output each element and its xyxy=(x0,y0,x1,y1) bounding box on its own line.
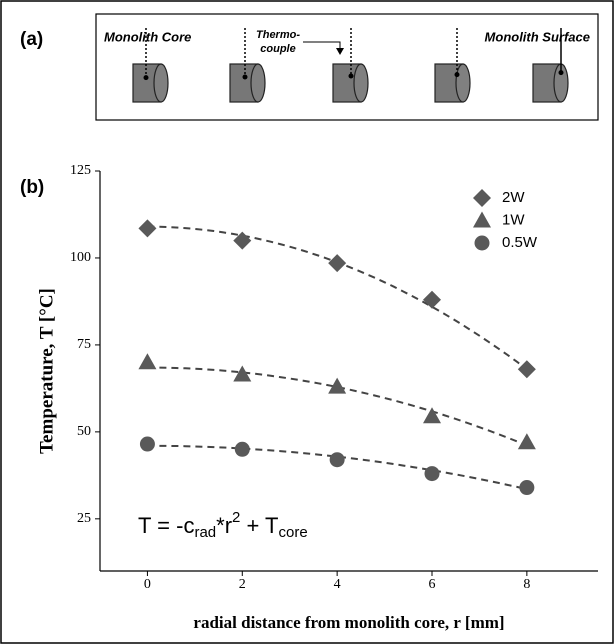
x-tick-label: 2 xyxy=(239,577,246,592)
cylinders xyxy=(132,28,569,103)
marker-circle xyxy=(424,466,440,482)
marker-diamond xyxy=(473,189,491,207)
y-tick-label: 100 xyxy=(70,250,91,265)
marker-circle xyxy=(474,235,490,251)
x-axis-label: radial distance from monolith core, r [m… xyxy=(193,613,504,632)
marker-diamond xyxy=(233,231,252,250)
marker-triangle xyxy=(473,211,491,228)
y-tick-label: 75 xyxy=(77,337,91,352)
equation-part: rad xyxy=(194,524,216,541)
arrow xyxy=(303,41,341,52)
thermocouple-tip xyxy=(143,75,149,81)
diagram-label: Thermo- xyxy=(256,29,300,41)
marker-triangle xyxy=(138,353,157,370)
x-tick-label: 0 xyxy=(144,577,151,592)
equation-part: *r xyxy=(216,513,232,538)
equation-part: 2 xyxy=(232,509,240,526)
marker-diamond xyxy=(138,219,157,238)
equation-part: core xyxy=(279,524,308,541)
marker-circle xyxy=(519,480,535,496)
thermocouple-tip xyxy=(454,72,460,78)
thermocouple-tip xyxy=(558,70,564,76)
y-tick-label: 125 xyxy=(70,163,91,178)
marker-diamond xyxy=(328,254,347,273)
x-tick-label: 4 xyxy=(334,577,341,592)
marker-circle xyxy=(234,441,250,457)
marker-diamond xyxy=(517,360,536,379)
equation: T = -crad*r2 + Tcore xyxy=(138,509,308,541)
diagram-label: Monolith Core xyxy=(104,29,191,44)
y-tick-label: 50 xyxy=(77,424,91,439)
x-tick-label: 6 xyxy=(429,577,436,592)
x-tick-label: 8 xyxy=(523,577,530,592)
equation-part: + T xyxy=(240,513,278,538)
equation-part: T = -c xyxy=(138,513,194,538)
cylinder-face xyxy=(250,63,266,103)
arrowhead xyxy=(336,48,344,55)
marker-triangle xyxy=(517,433,536,450)
fit-curve xyxy=(147,225,528,370)
thermocouple-tip xyxy=(242,74,248,80)
marker-circle xyxy=(329,452,345,468)
cylinder-face xyxy=(455,63,471,103)
legend-label: 2W xyxy=(502,189,525,206)
panel-label: (a) xyxy=(20,29,43,50)
marker-triangle xyxy=(233,365,252,382)
thermocouple-tip xyxy=(348,73,354,79)
marker-triangle xyxy=(328,377,347,394)
diagram-label: Monolith Surface xyxy=(485,29,590,44)
marker-circle xyxy=(139,436,155,452)
fit-curve xyxy=(147,444,528,491)
panel-label: (b) xyxy=(20,177,44,198)
fit-curve xyxy=(147,366,528,447)
diagram-box xyxy=(95,13,599,121)
y-axis-label: Temperature, T [°C] xyxy=(36,288,57,454)
legend-label: 1W xyxy=(502,211,525,228)
y-tick-label: 25 xyxy=(77,511,91,526)
cylinder-face xyxy=(353,63,369,103)
legend-label: 0.5W xyxy=(502,234,538,251)
diagram-label: couple xyxy=(260,43,295,55)
diagram: Monolith Core Monolith Surface Thermo- c… xyxy=(95,13,599,121)
cylinder-face xyxy=(153,63,169,103)
marker-diamond xyxy=(423,290,441,309)
marker-triangle xyxy=(423,407,441,424)
